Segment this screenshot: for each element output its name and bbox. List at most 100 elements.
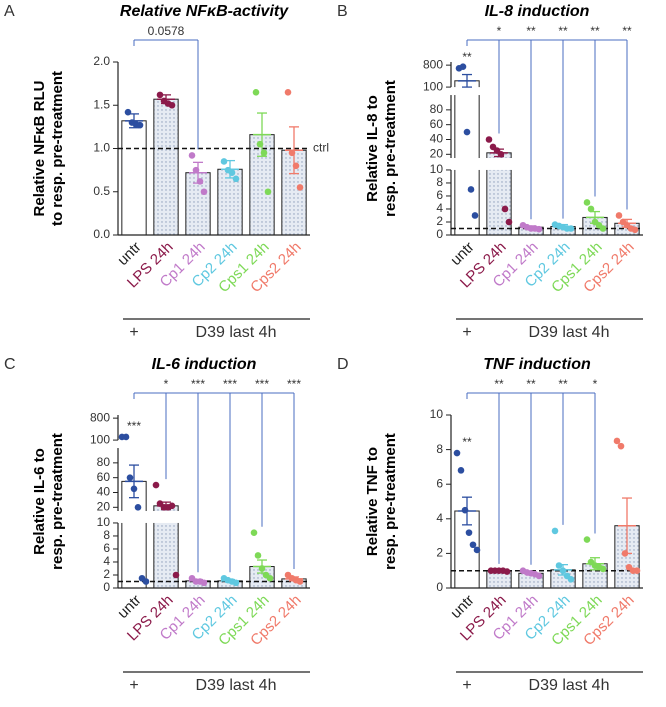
y-tick-label: 2 xyxy=(103,567,110,581)
data-point xyxy=(254,552,262,559)
chart-title: Relative NFκB-activity xyxy=(120,3,289,20)
data-point xyxy=(172,571,180,579)
data-point xyxy=(503,568,511,575)
group-label: D39 last 4h xyxy=(529,677,610,694)
significance: * xyxy=(593,377,598,391)
data-point xyxy=(559,567,567,574)
y-tick-label: 100 xyxy=(423,79,443,93)
significance: ** xyxy=(526,24,536,38)
axis-break xyxy=(112,511,312,523)
y-axis-label: resp. pre-treatment xyxy=(382,433,399,570)
bar xyxy=(121,120,147,236)
data-point xyxy=(192,166,200,174)
data-point xyxy=(535,572,543,580)
significance: ** xyxy=(494,377,504,391)
data-point xyxy=(599,565,607,573)
data-point xyxy=(631,226,639,234)
bar xyxy=(153,98,179,236)
group-label: D39 last 4h xyxy=(196,324,277,341)
group-label: D39 last 4h xyxy=(529,324,610,341)
data-point xyxy=(485,136,493,143)
group-label: D39 last 4h xyxy=(196,677,277,694)
data-point xyxy=(256,140,264,148)
data-point xyxy=(633,567,641,574)
y-tick-label: 80 xyxy=(430,102,444,116)
y-tick-label: 0 xyxy=(436,227,443,241)
y-tick-label: 6 xyxy=(103,541,110,555)
data-point xyxy=(122,433,130,441)
data-point xyxy=(296,578,304,585)
data-point xyxy=(599,225,607,232)
significance: ** xyxy=(462,435,472,449)
y-tick-label: 2.0 xyxy=(93,54,110,68)
data-point xyxy=(292,162,300,170)
data-point xyxy=(168,101,176,109)
y-tick-label: 0.0 xyxy=(93,227,110,241)
y-axis-label: to resp. pre-treatment xyxy=(49,71,66,226)
group-symbol: + xyxy=(462,677,471,694)
y-tick-label: 0.5 xyxy=(93,184,110,198)
panel-label: D xyxy=(337,356,349,373)
y-tick-label: 1.5 xyxy=(93,97,110,111)
significance: *** xyxy=(223,377,237,391)
y-tick-label: 2 xyxy=(436,214,443,228)
data-point xyxy=(264,188,272,196)
data-point xyxy=(535,225,543,233)
y-tick-label: 6 xyxy=(436,188,443,202)
data-point xyxy=(136,121,144,129)
data-point xyxy=(228,169,236,177)
y-tick-label: 40 xyxy=(97,485,111,499)
data-point xyxy=(220,158,228,165)
data-point xyxy=(465,529,473,536)
significance: *** xyxy=(127,419,141,433)
data-point xyxy=(196,178,204,185)
y-tick-label: 10 xyxy=(97,515,111,529)
significance: *** xyxy=(255,377,269,391)
data-point xyxy=(134,504,142,511)
data-point xyxy=(613,437,621,445)
chart-title: IL-8 induction xyxy=(485,3,590,20)
data-point xyxy=(457,467,465,474)
y-tick-label: 800 xyxy=(90,410,110,424)
data-point xyxy=(152,481,160,489)
y-tick-label: 1.0 xyxy=(93,141,110,155)
significance: ** xyxy=(462,50,472,64)
significance: * xyxy=(164,377,169,391)
data-point xyxy=(130,485,138,493)
data-point xyxy=(232,175,240,183)
data-point xyxy=(555,562,563,569)
data-point xyxy=(583,199,591,206)
data-point xyxy=(471,212,479,219)
bar xyxy=(454,80,480,236)
data-point xyxy=(463,128,471,136)
data-point xyxy=(126,474,134,481)
significance: *** xyxy=(287,377,301,391)
chart-title: TNF induction xyxy=(483,356,591,373)
data-point xyxy=(284,88,292,96)
data-point xyxy=(250,529,258,537)
y-axis-label: resp. pre-treatment xyxy=(49,433,66,570)
group-symbol: + xyxy=(129,324,138,341)
data-point xyxy=(288,149,296,157)
data-point xyxy=(156,91,164,99)
y-tick-label: 4 xyxy=(436,201,443,215)
significance: 0.0578 xyxy=(148,24,185,38)
panel-label: A xyxy=(4,3,15,20)
data-point xyxy=(505,218,513,226)
panel-label: C xyxy=(4,356,16,373)
significance: ** xyxy=(558,24,568,38)
data-point xyxy=(551,527,559,535)
data-point xyxy=(124,108,132,116)
y-tick-label: 100 xyxy=(90,432,110,446)
data-point xyxy=(142,578,150,585)
bar xyxy=(281,149,307,236)
y-tick-label: 40 xyxy=(430,132,444,146)
y-tick-label: 8 xyxy=(103,528,110,542)
significance: ** xyxy=(622,24,632,38)
data-point xyxy=(501,205,509,213)
significance: ** xyxy=(590,24,600,38)
y-tick-label: 2 xyxy=(436,546,443,560)
axis-break xyxy=(445,87,645,96)
data-point xyxy=(587,205,595,213)
y-tick-label: 80 xyxy=(97,455,111,469)
